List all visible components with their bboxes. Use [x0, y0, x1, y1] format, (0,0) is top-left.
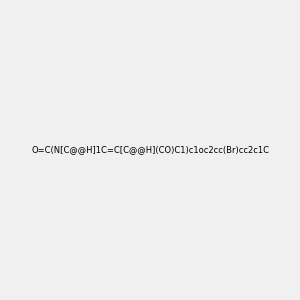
Text: O=C(N[C@@H]1C=C[C@@H](CO)C1)c1oc2cc(Br)cc2c1C: O=C(N[C@@H]1C=C[C@@H](CO)C1)c1oc2cc(Br)c… — [31, 146, 269, 154]
